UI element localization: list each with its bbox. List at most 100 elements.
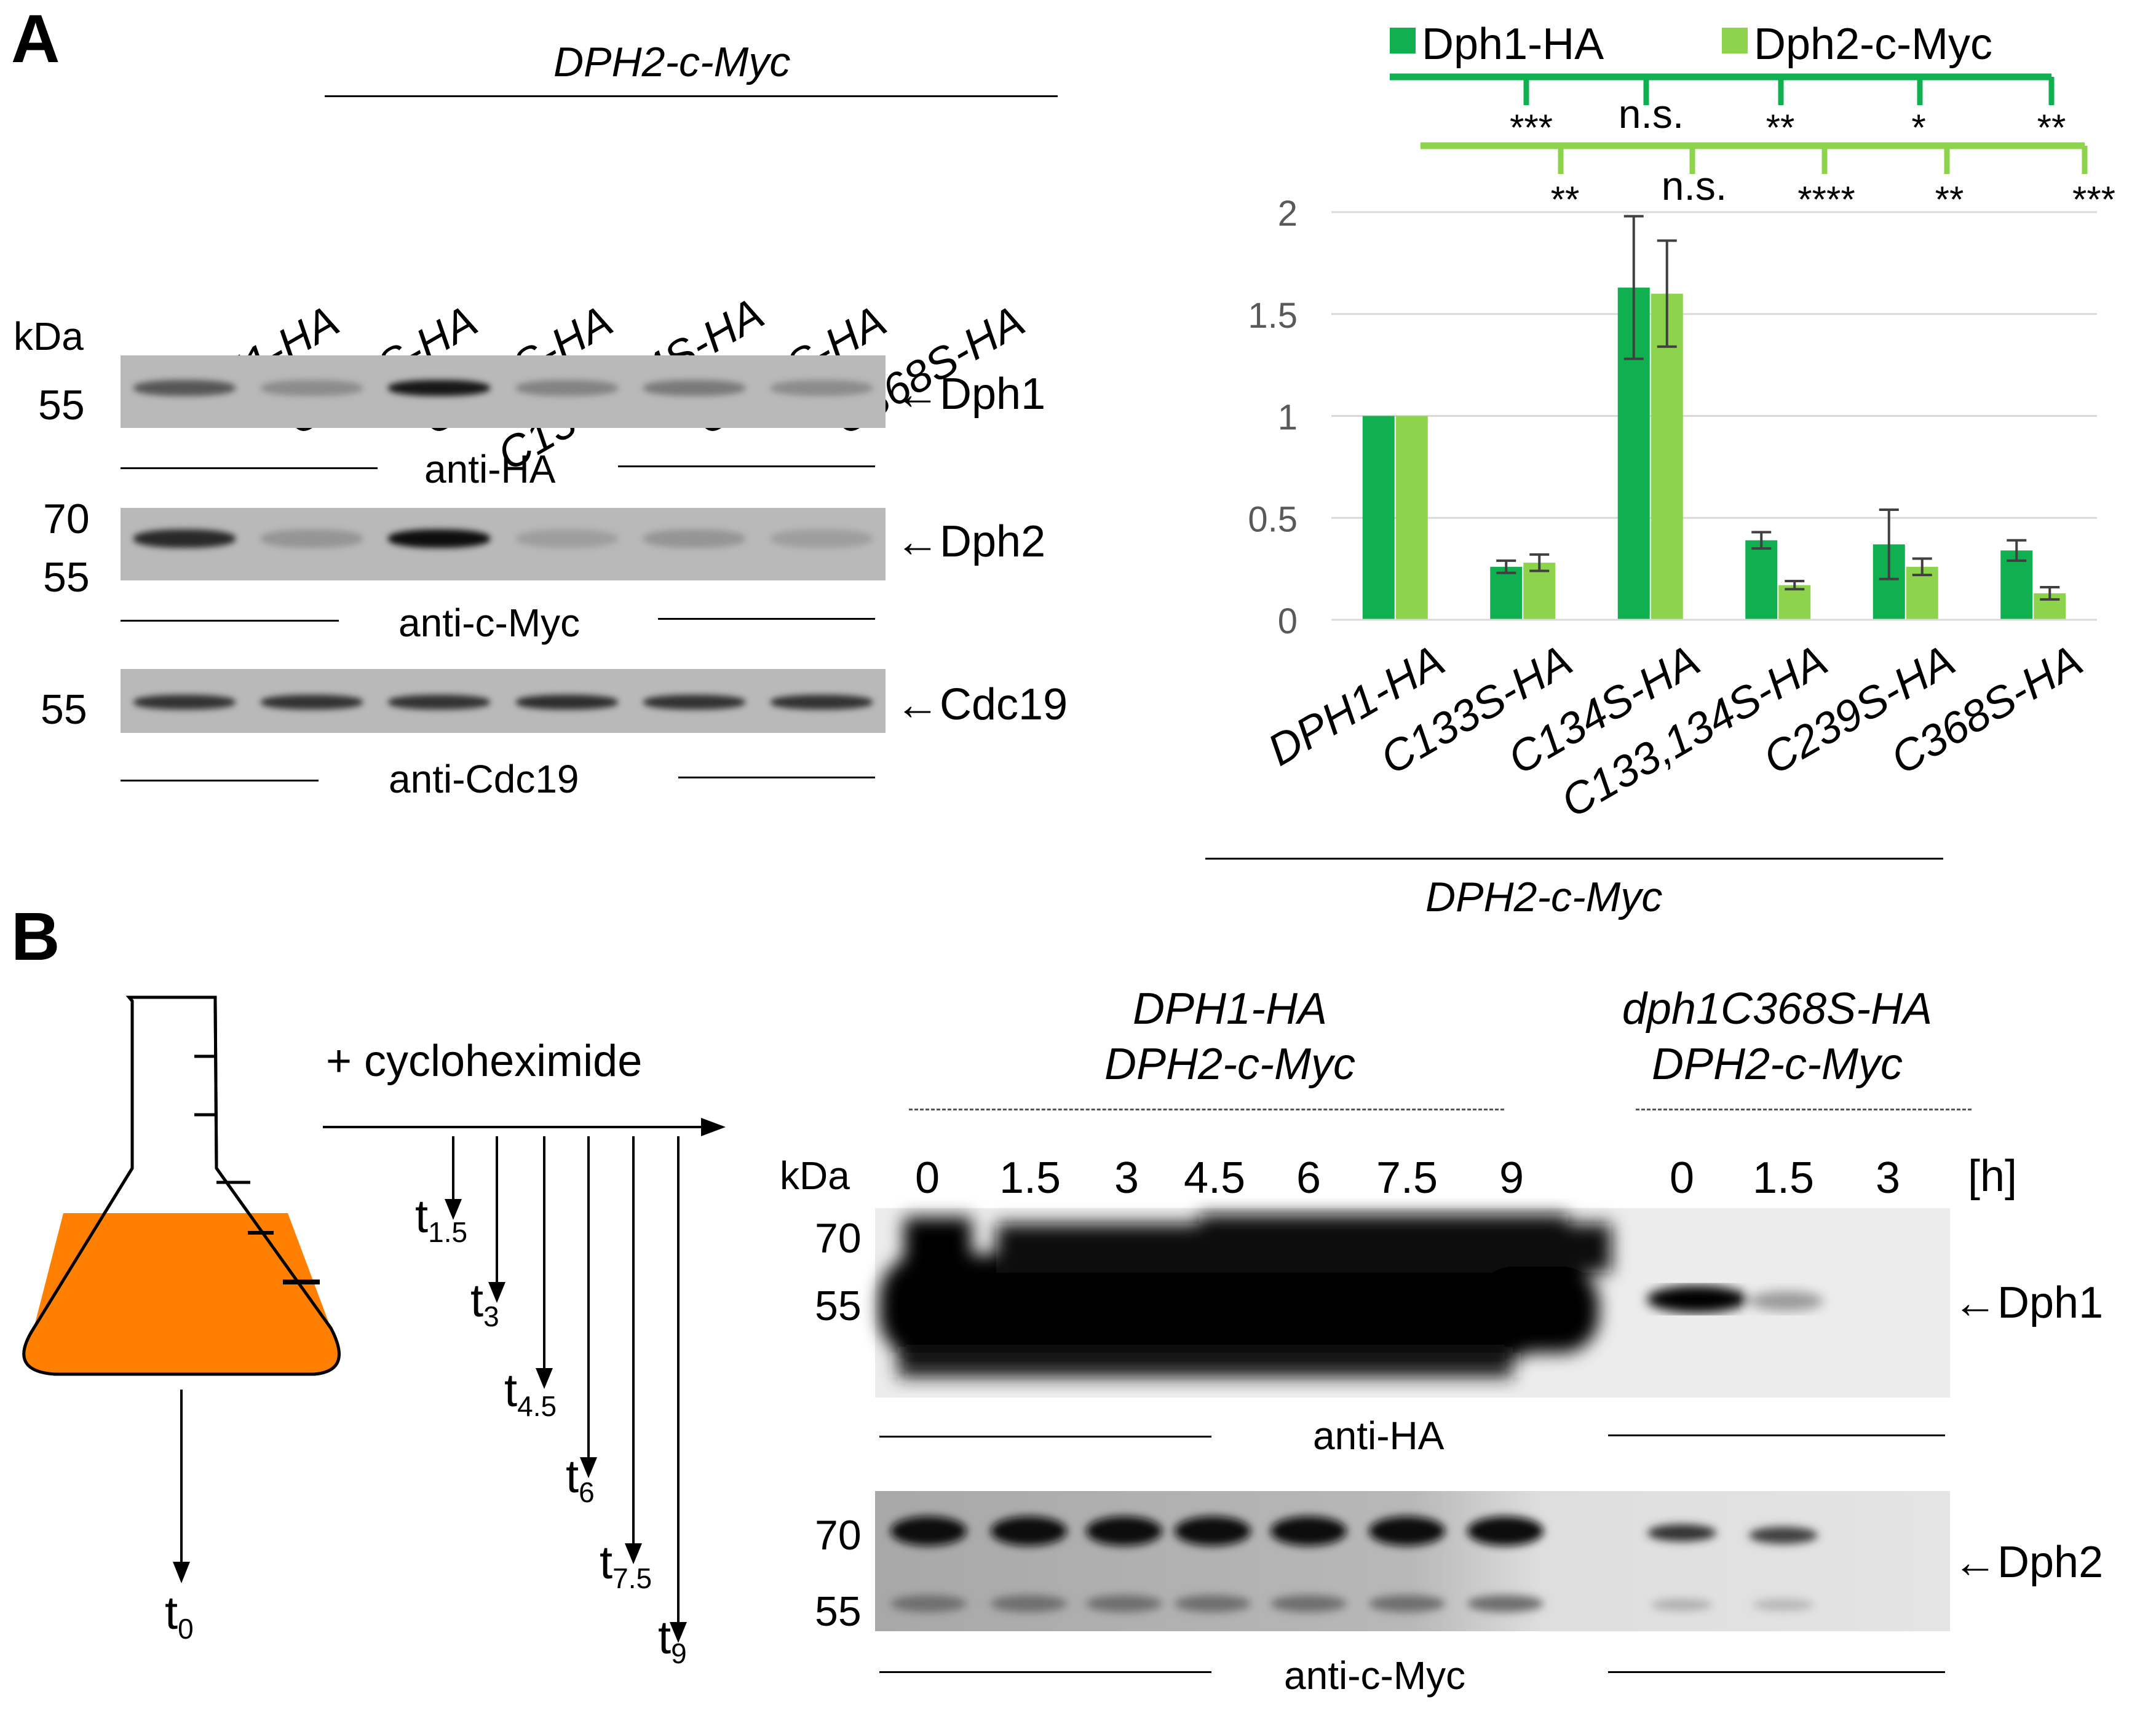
timepoint-arrows xyxy=(323,1118,726,1643)
panel-b-label: B xyxy=(11,899,60,975)
sig-label: **** xyxy=(1797,179,1855,220)
arrow-head-icon xyxy=(536,1368,553,1389)
arrow-head-icon xyxy=(488,1282,505,1303)
header-line xyxy=(325,95,1058,97)
band xyxy=(1270,1595,1347,1612)
underline xyxy=(1608,1671,1945,1673)
time-header: 3 xyxy=(1875,1153,1901,1203)
treatment-label: + cycloheximide xyxy=(326,1037,643,1086)
sig-label: ** xyxy=(1551,179,1580,220)
antibody-label: anti-HA xyxy=(424,447,556,491)
time-header: 0 xyxy=(914,1153,940,1203)
band xyxy=(890,1595,967,1612)
mw-marker: 55 xyxy=(43,554,90,601)
band xyxy=(1753,1599,1814,1611)
sig-label: n.s. xyxy=(1662,163,1727,208)
band xyxy=(515,380,618,397)
blot-anti-ha xyxy=(121,355,886,428)
flask-icon xyxy=(22,995,341,1583)
band xyxy=(261,695,363,710)
antibody-label: anti-c-Myc xyxy=(1284,1653,1466,1698)
time-header: 0 xyxy=(1669,1153,1695,1203)
band xyxy=(1175,1595,1251,1612)
mw-marker: 70 xyxy=(43,496,90,542)
band xyxy=(261,380,363,397)
kda-label: kDa xyxy=(780,1153,850,1198)
bar xyxy=(1651,293,1683,620)
underline xyxy=(121,780,319,781)
band xyxy=(771,695,873,710)
arrow-head-icon xyxy=(625,1543,642,1564)
chart-xlabel-line xyxy=(1205,858,1943,860)
arrow-head-icon xyxy=(580,1457,597,1478)
underline xyxy=(1608,1434,1945,1436)
dashed-line xyxy=(909,1109,1504,1110)
blot-anti-cdc19 xyxy=(121,669,886,733)
band xyxy=(643,380,745,397)
sig-label: *** xyxy=(2072,179,2115,220)
band xyxy=(1175,1516,1251,1546)
y-tick-label: 1 xyxy=(1278,398,1298,438)
arrow-head-icon xyxy=(701,1118,726,1136)
protein-label-dph2: ←Dph2 xyxy=(895,517,1046,566)
time-header: 6 xyxy=(1296,1153,1322,1203)
underline xyxy=(121,467,378,469)
mw-marker: 70 xyxy=(815,1215,862,1262)
arrow-head-icon xyxy=(670,1622,687,1643)
timepoint-label: t7.5 xyxy=(600,1537,652,1595)
arrow-head-icon xyxy=(445,1199,462,1220)
legend-label: Dph2-c-Myc xyxy=(1754,20,1992,69)
time-header: 1.5 xyxy=(999,1153,1061,1203)
legend-swatch xyxy=(1390,28,1416,53)
mw-marker: 55 xyxy=(815,1283,862,1329)
bar xyxy=(1362,416,1395,620)
underline xyxy=(658,618,875,620)
band xyxy=(991,1516,1067,1546)
mw-marker: 55 xyxy=(38,382,85,429)
band xyxy=(1369,1595,1445,1612)
t0-label: t0 xyxy=(165,1587,194,1645)
time-header: 4.5 xyxy=(1183,1153,1246,1203)
timepoint-label: t3 xyxy=(470,1275,499,1333)
underline xyxy=(879,1671,1211,1673)
legend-label: Dph1-HA xyxy=(1422,20,1604,69)
band xyxy=(515,695,618,710)
strain1-line2: DPH2-c-Myc xyxy=(1104,1040,1355,1089)
band xyxy=(515,529,618,548)
underline xyxy=(879,1436,1211,1438)
band xyxy=(991,1595,1067,1612)
band xyxy=(771,380,873,397)
kda-label: kDa xyxy=(14,314,84,358)
band xyxy=(1086,1516,1162,1546)
band xyxy=(261,529,363,548)
dashed-line xyxy=(1636,1109,1972,1110)
mw-marker: 70 xyxy=(815,1512,862,1559)
timepoint-label: t1.5 xyxy=(415,1190,468,1249)
strain2-line1: dph1C368S-HA xyxy=(1622,984,1933,1034)
protein-label-dph1: ←Dph1 xyxy=(1953,1278,2104,1327)
mw-marker: 55 xyxy=(41,686,87,733)
band xyxy=(1749,1527,1818,1544)
time-header: 7.5 xyxy=(1376,1153,1438,1203)
band xyxy=(1270,1516,1347,1546)
blot-anti-c-myc xyxy=(121,508,886,580)
legend-swatch xyxy=(1722,28,1748,53)
bar xyxy=(1490,566,1523,620)
band xyxy=(388,695,491,710)
band xyxy=(133,529,236,548)
strain1-line1: DPH1-HA xyxy=(1132,984,1328,1034)
arrow-icon: ← xyxy=(895,680,940,729)
protein-label-dph2: ←Dph2 xyxy=(1953,1538,2104,1587)
y-tick-label: 0.5 xyxy=(1248,499,1298,539)
band xyxy=(1086,1595,1162,1612)
arrow-icon: ← xyxy=(895,517,940,566)
chart-xlabel: DPH2-c-Myc xyxy=(1425,874,1663,920)
bar xyxy=(1395,416,1428,620)
band xyxy=(643,529,745,548)
sig-label: ** xyxy=(1935,179,1964,220)
mw-marker: 55 xyxy=(815,1588,862,1635)
sig-label: ** xyxy=(2037,107,2066,148)
band xyxy=(1467,1516,1544,1546)
